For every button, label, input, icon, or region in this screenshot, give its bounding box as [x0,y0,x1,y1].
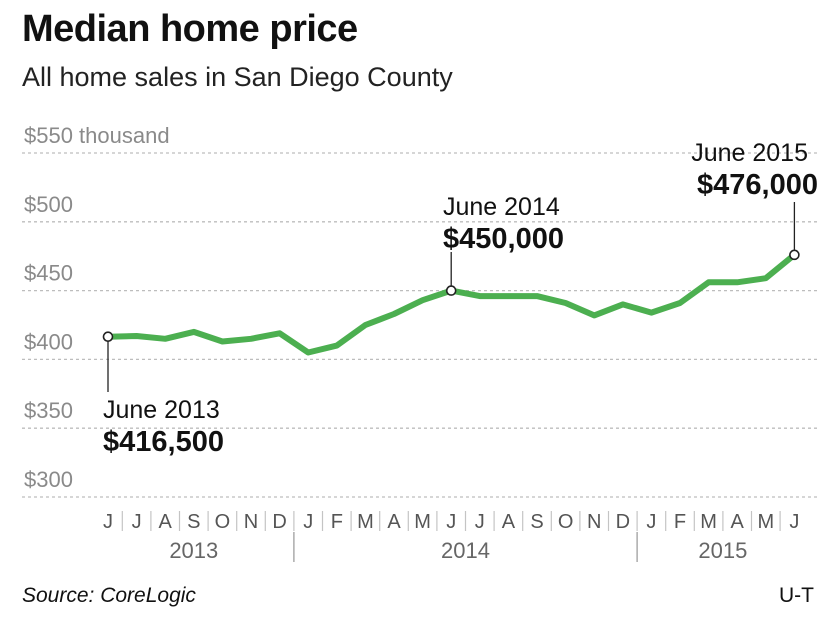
x-tick-label: M [414,511,431,533]
x-tick-label: N [587,511,601,533]
x-tick-label: M [757,511,774,533]
x-tick-label: A [731,511,745,533]
y-tick-label: $450 [24,261,73,286]
x-tick-label: D [272,511,286,533]
chart-subtitle: All home sales in San Diego County [22,62,453,92]
x-tick-label: F [674,511,686,533]
x-tick-label: A [159,511,173,533]
x-tick-label: N [244,511,258,533]
year-label: 2013 [169,538,218,563]
annotation-value: $450,000 [443,223,564,255]
x-tick-label: D [616,511,630,533]
x-tick-label: M [357,511,374,533]
annotation-point [789,249,800,261]
annotation-value: $416,500 [103,426,224,458]
x-tick-label: S [530,511,543,533]
x-tick-label: A [502,511,516,533]
x-tick-label: O [215,511,231,533]
annotation-value: $476,000 [697,169,818,201]
x-tick-label: J [103,511,113,533]
year-label: 2014 [441,538,490,563]
y-tick-label: $500 [24,192,73,217]
y-tick-label: $350 [24,398,73,423]
x-tick-label: J [475,511,485,533]
source-note: Source: CoreLogic [22,584,196,607]
x-tick-label: F [331,511,343,533]
x-tick-label: J [303,511,313,533]
chart-title: Median home price [22,8,358,50]
credit-label: U-T [779,584,814,607]
x-tick-label: J [646,511,656,533]
y-tick-label: $550 thousand [24,123,170,148]
y-tick-label: $300 [24,467,73,492]
x-tick-label: J [789,511,799,533]
annotation-point [102,331,114,342]
x-tick-label: A [387,511,401,533]
x-tick-label: S [187,511,200,533]
x-tick-label: O [558,511,574,533]
x-tick-label: J [446,511,456,533]
annotation-date: June 2015 [691,139,808,167]
y-tick-label: $400 [24,329,73,354]
x-tick-label: J [132,511,142,533]
annotation-date: June 2013 [103,396,220,424]
annotation-point [445,285,457,296]
year-label: 2015 [698,538,747,563]
annotation-date: June 2014 [443,193,560,221]
x-tick-label: M [700,511,717,533]
